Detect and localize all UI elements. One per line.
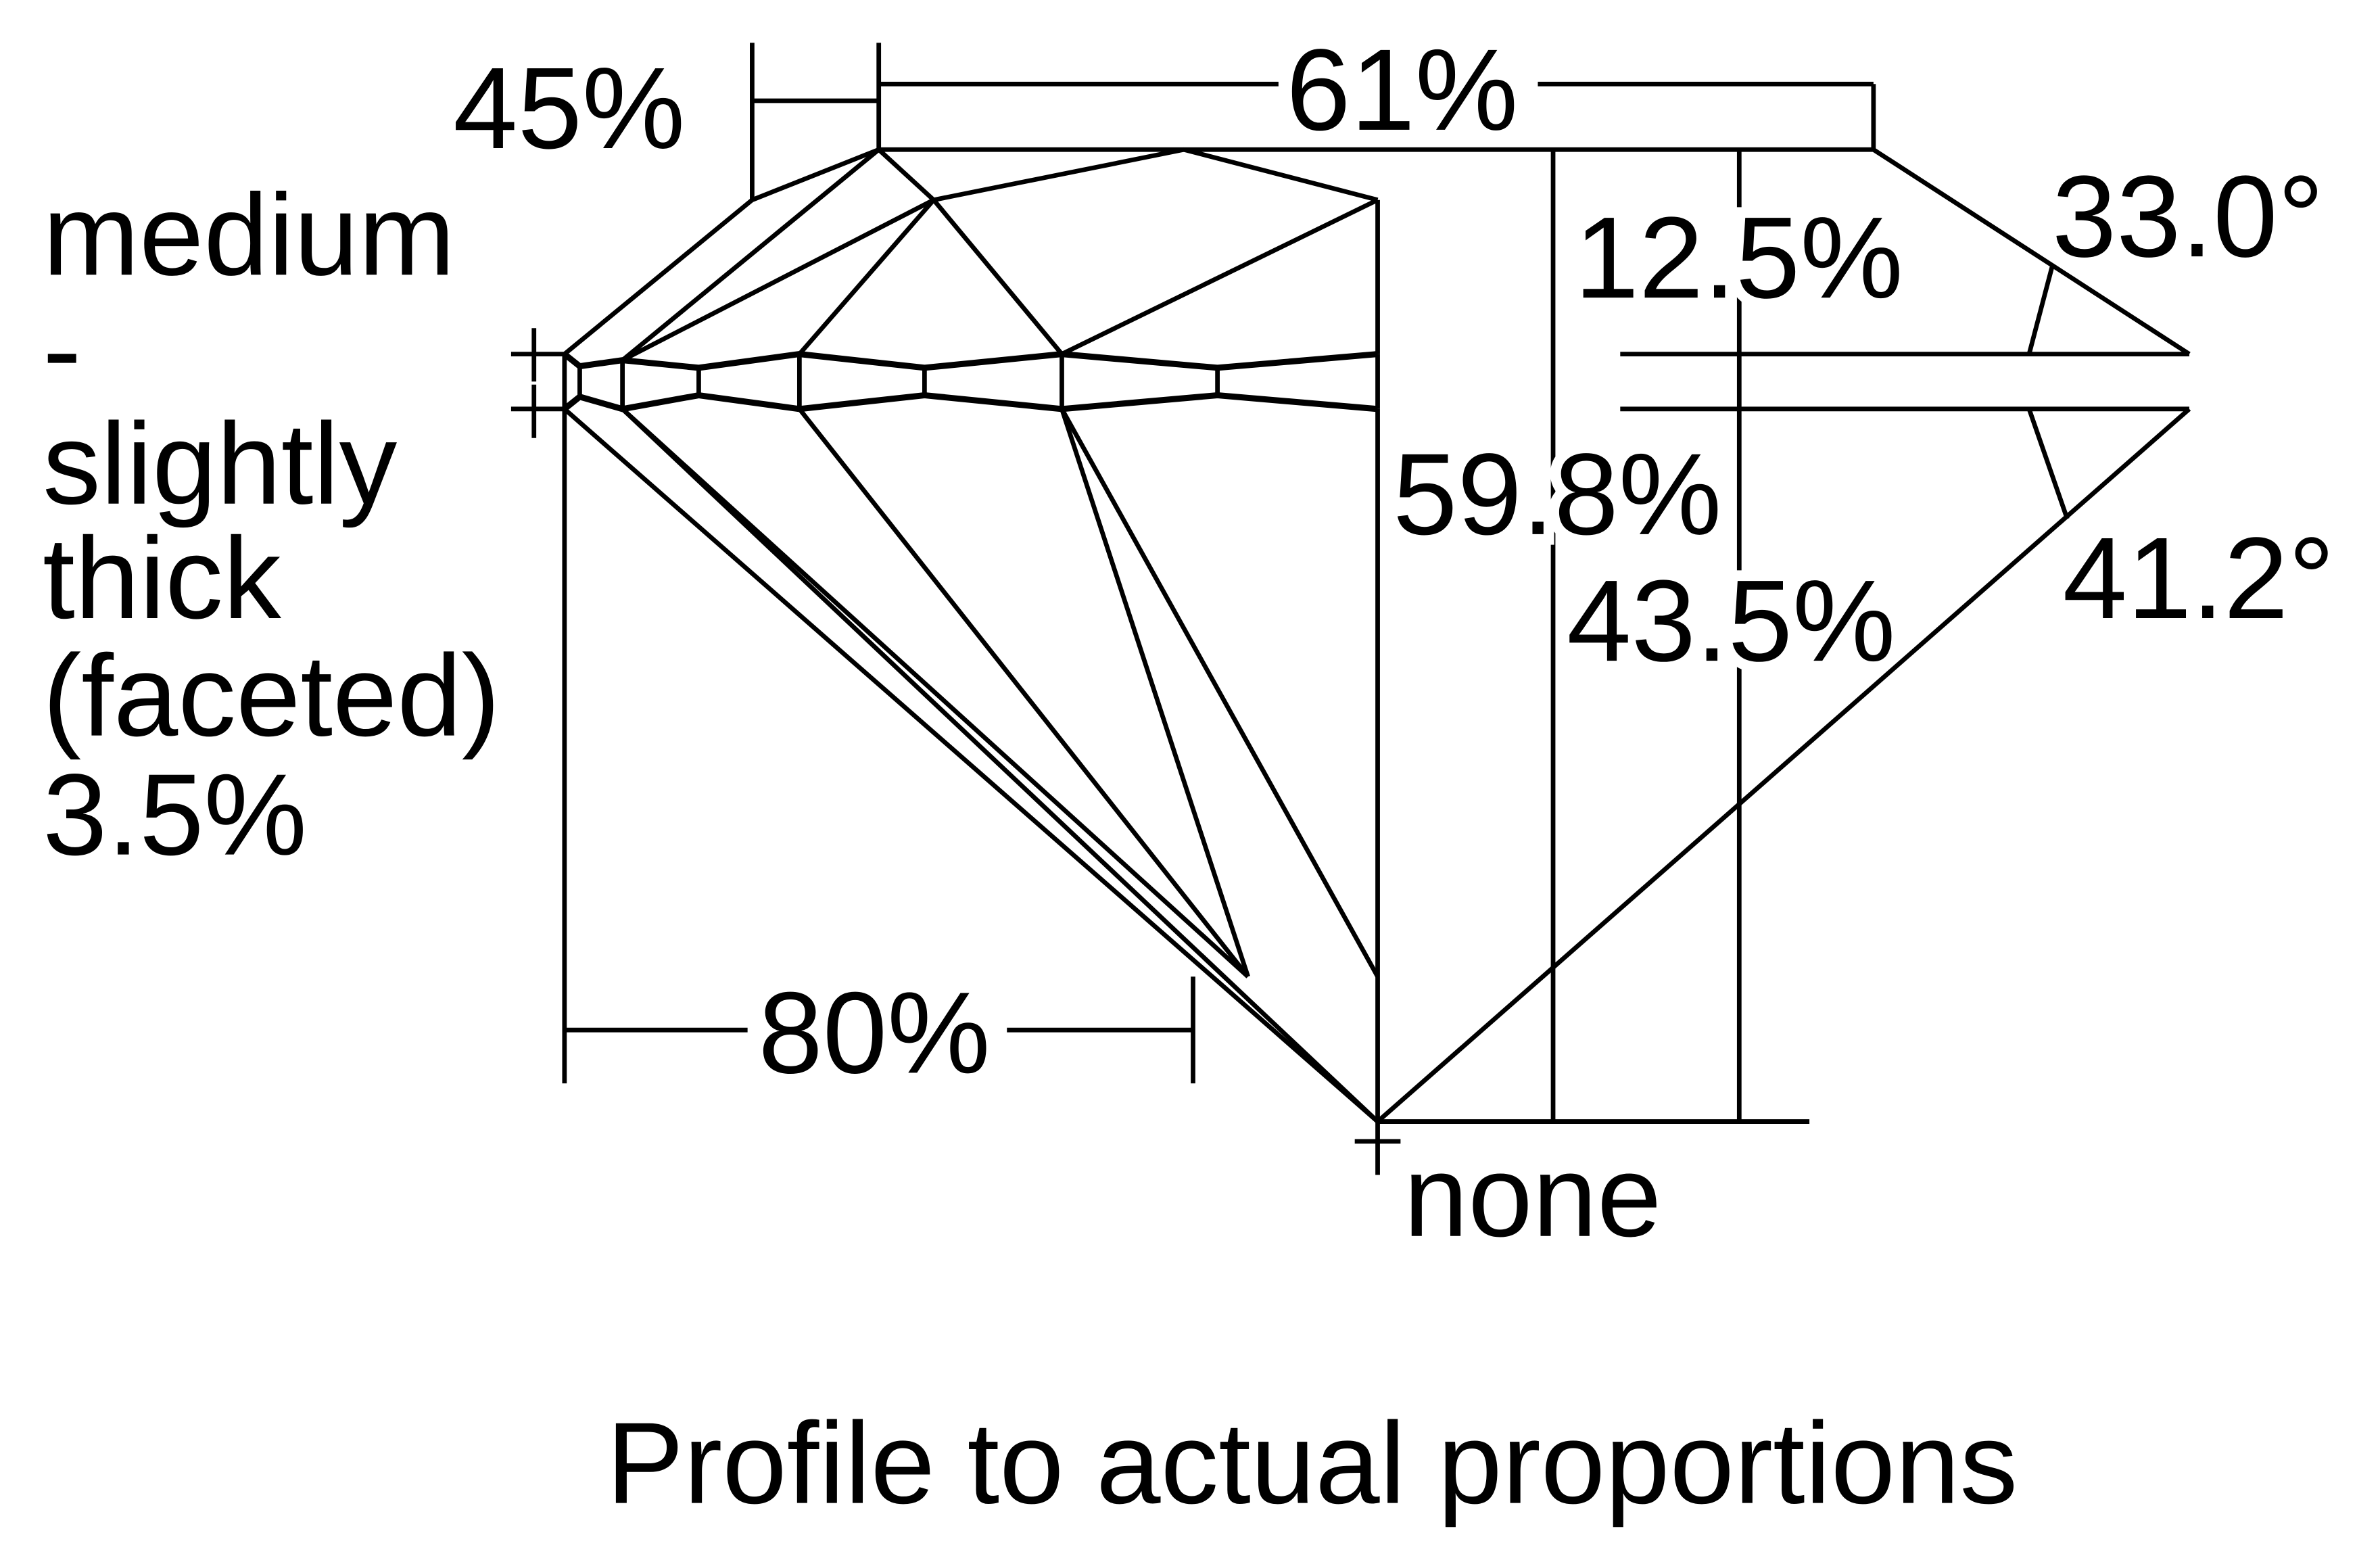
crown-facets bbox=[621, 147, 1380, 362]
pavilion-depth-label: 43.5% bbox=[1567, 557, 1895, 686]
caption: Profile to actual proportions bbox=[606, 1399, 2018, 1528]
crown-angle-label: 33.0° bbox=[2052, 152, 2324, 281]
dimension-lines bbox=[562, 43, 2070, 1124]
girdle-label: medium - slightly thick (faceted) 3.5% bbox=[43, 170, 500, 879]
girdle-label-line: - bbox=[43, 285, 81, 414]
diamond-profile bbox=[510, 147, 2191, 1175]
culet-marker bbox=[1354, 1121, 1401, 1175]
pavilion-facets bbox=[563, 407, 2191, 1124]
lower-half-label: 45% bbox=[453, 44, 685, 173]
girdle bbox=[510, 328, 2189, 438]
crown-height-label: 12.5% bbox=[1575, 193, 1903, 323]
star-length-label: 80% bbox=[758, 968, 990, 1097]
girdle-label-line: 3.5% bbox=[43, 751, 307, 880]
girdle-label-line: medium bbox=[43, 170, 455, 300]
girdle-label-line: thick bbox=[43, 514, 281, 643]
total-depth-label: 59.8% bbox=[1393, 430, 1721, 559]
culet-label: none bbox=[1404, 1132, 1661, 1261]
girdle-label-line: slightly bbox=[43, 400, 397, 529]
pavilion-angle-label: 41.2° bbox=[2063, 514, 2335, 643]
table-label: 61% bbox=[1286, 26, 1518, 155]
girdle-label-line: (faceted) bbox=[43, 632, 500, 761]
